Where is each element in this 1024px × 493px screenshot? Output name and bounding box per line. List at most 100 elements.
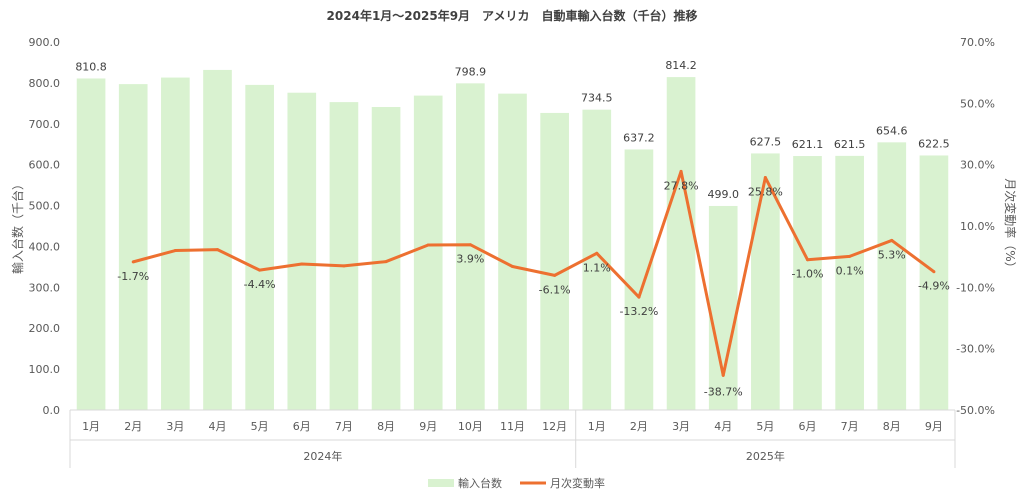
y-axis-title: 輸入台数（千台） — [10, 178, 25, 274]
y-tick-label: 300.0 — [29, 281, 61, 294]
line-data-label: 5.3% — [878, 248, 906, 261]
x-tick-label: 9月 — [925, 420, 943, 433]
chart-title: 2024年1月～2025年9月 アメリカ 自動車輸入台数（千台）推移 — [327, 8, 698, 23]
bar-data-label: 621.5 — [834, 138, 866, 151]
line-point — [763, 176, 767, 180]
line-data-label: 3.9% — [456, 253, 484, 266]
bar — [540, 112, 569, 410]
y-tick-label: 700.0 — [29, 118, 61, 131]
line-point — [131, 260, 135, 264]
line-data-label: -4.4% — [244, 278, 276, 291]
bar — [118, 84, 148, 411]
line-data-label: 0.1% — [836, 264, 864, 277]
line-point — [932, 270, 936, 274]
y2-tick-label: -50.0% — [956, 404, 995, 417]
x-tick-label: 11月 — [500, 420, 525, 433]
line-data-label: -6.1% — [539, 283, 571, 296]
line-point — [173, 249, 177, 253]
line-data-label: 27.8% — [664, 179, 699, 192]
bar-data-label: 622.5 — [918, 137, 950, 150]
line-point — [426, 243, 430, 247]
x-tick-label: 2月 — [630, 420, 648, 433]
line-point — [637, 295, 641, 299]
line-point — [468, 243, 472, 247]
x-tick-label: 6月 — [293, 420, 311, 433]
bar-data-label: 499.0 — [707, 188, 739, 201]
bar — [76, 78, 106, 410]
x-tick-label: 3月 — [166, 420, 184, 433]
y-tick-label: 200.0 — [29, 322, 61, 335]
line-data-label: -13.2% — [619, 305, 658, 318]
line-data-label: 1.1% — [583, 261, 611, 274]
line-data-label: 25.8% — [748, 186, 783, 199]
bar — [666, 77, 696, 410]
line-data-label: -1.7% — [117, 270, 149, 283]
y-tick-label: 800.0 — [29, 77, 61, 90]
y-tick-label: 900.0 — [29, 36, 61, 49]
line-point — [721, 373, 725, 377]
legend-line-label: 月次変動率 — [550, 476, 605, 490]
bar-data-label: 621.1 — [792, 138, 824, 151]
line-data-label: -1.0% — [792, 268, 824, 281]
x-tick-label: 6月 — [799, 420, 817, 433]
line-series — [132, 169, 935, 377]
y-tick-label: 400.0 — [29, 240, 61, 253]
legend: 輸入台数 月次変動率 — [428, 476, 605, 490]
y2-tick-label: -10.0% — [956, 281, 995, 294]
x-group-label: 2024年 — [303, 449, 342, 463]
line-point — [890, 238, 894, 242]
line-point — [595, 251, 599, 255]
x-tick-label: 7月 — [335, 420, 353, 433]
x-tick-label: 2月 — [124, 420, 142, 433]
bar — [498, 93, 527, 410]
line-point — [300, 262, 304, 266]
y2-tick-label: -30.0% — [956, 343, 995, 356]
legend-bar-swatch — [428, 479, 454, 487]
x-tick-label: 9月 — [419, 420, 437, 433]
bar — [793, 156, 822, 410]
x-tick-label: 4月 — [209, 420, 227, 433]
y-tick-label: 500.0 — [29, 200, 61, 213]
y-tick-label: 0.0 — [43, 404, 61, 417]
bar — [708, 205, 738, 410]
bar — [624, 149, 654, 410]
x-tick-label: 1月 — [588, 420, 606, 433]
x-tick-label: 1月 — [82, 420, 100, 433]
line-point — [216, 248, 219, 252]
x-tick-label: 8月 — [883, 420, 901, 433]
bar — [919, 155, 949, 410]
bar-data-label: 734.5 — [581, 92, 613, 105]
bar-data-label: 627.5 — [750, 135, 782, 148]
bar — [161, 77, 190, 410]
bar — [877, 142, 907, 410]
line-point — [384, 260, 388, 264]
y2-axis-title: 月次変動率（%） — [1003, 178, 1018, 273]
line-point — [258, 268, 262, 272]
x-tick-label: 7月 — [841, 420, 859, 433]
y-tick-label: 600.0 — [29, 159, 61, 172]
line-point — [511, 264, 514, 268]
bar-data-label: 637.2 — [623, 131, 655, 144]
x-tick-label: 5月 — [756, 420, 774, 433]
y2-tick-label: 30.0% — [960, 159, 995, 172]
x-group-label: 2025年 — [746, 449, 785, 463]
y2-tick-label: 10.0% — [960, 220, 995, 233]
bar — [413, 95, 443, 410]
bar — [456, 83, 485, 410]
bar — [245, 84, 274, 410]
y2-tick-label: 70.0% — [960, 36, 995, 49]
bar-data-label: 810.8 — [75, 60, 107, 73]
bar-data-label: 798.9 — [455, 65, 487, 78]
bar — [835, 155, 864, 410]
line-point — [848, 254, 852, 258]
x-tick-label: 12月 — [542, 420, 567, 433]
y-tick-label: 100.0 — [29, 363, 61, 376]
line-data-label: -4.9% — [918, 280, 950, 293]
legend-bar-label: 輸入台数 — [458, 476, 502, 490]
bar — [329, 102, 359, 411]
bar — [203, 69, 232, 410]
line-point — [679, 169, 683, 173]
x-tick-label: 8月 — [377, 420, 395, 433]
